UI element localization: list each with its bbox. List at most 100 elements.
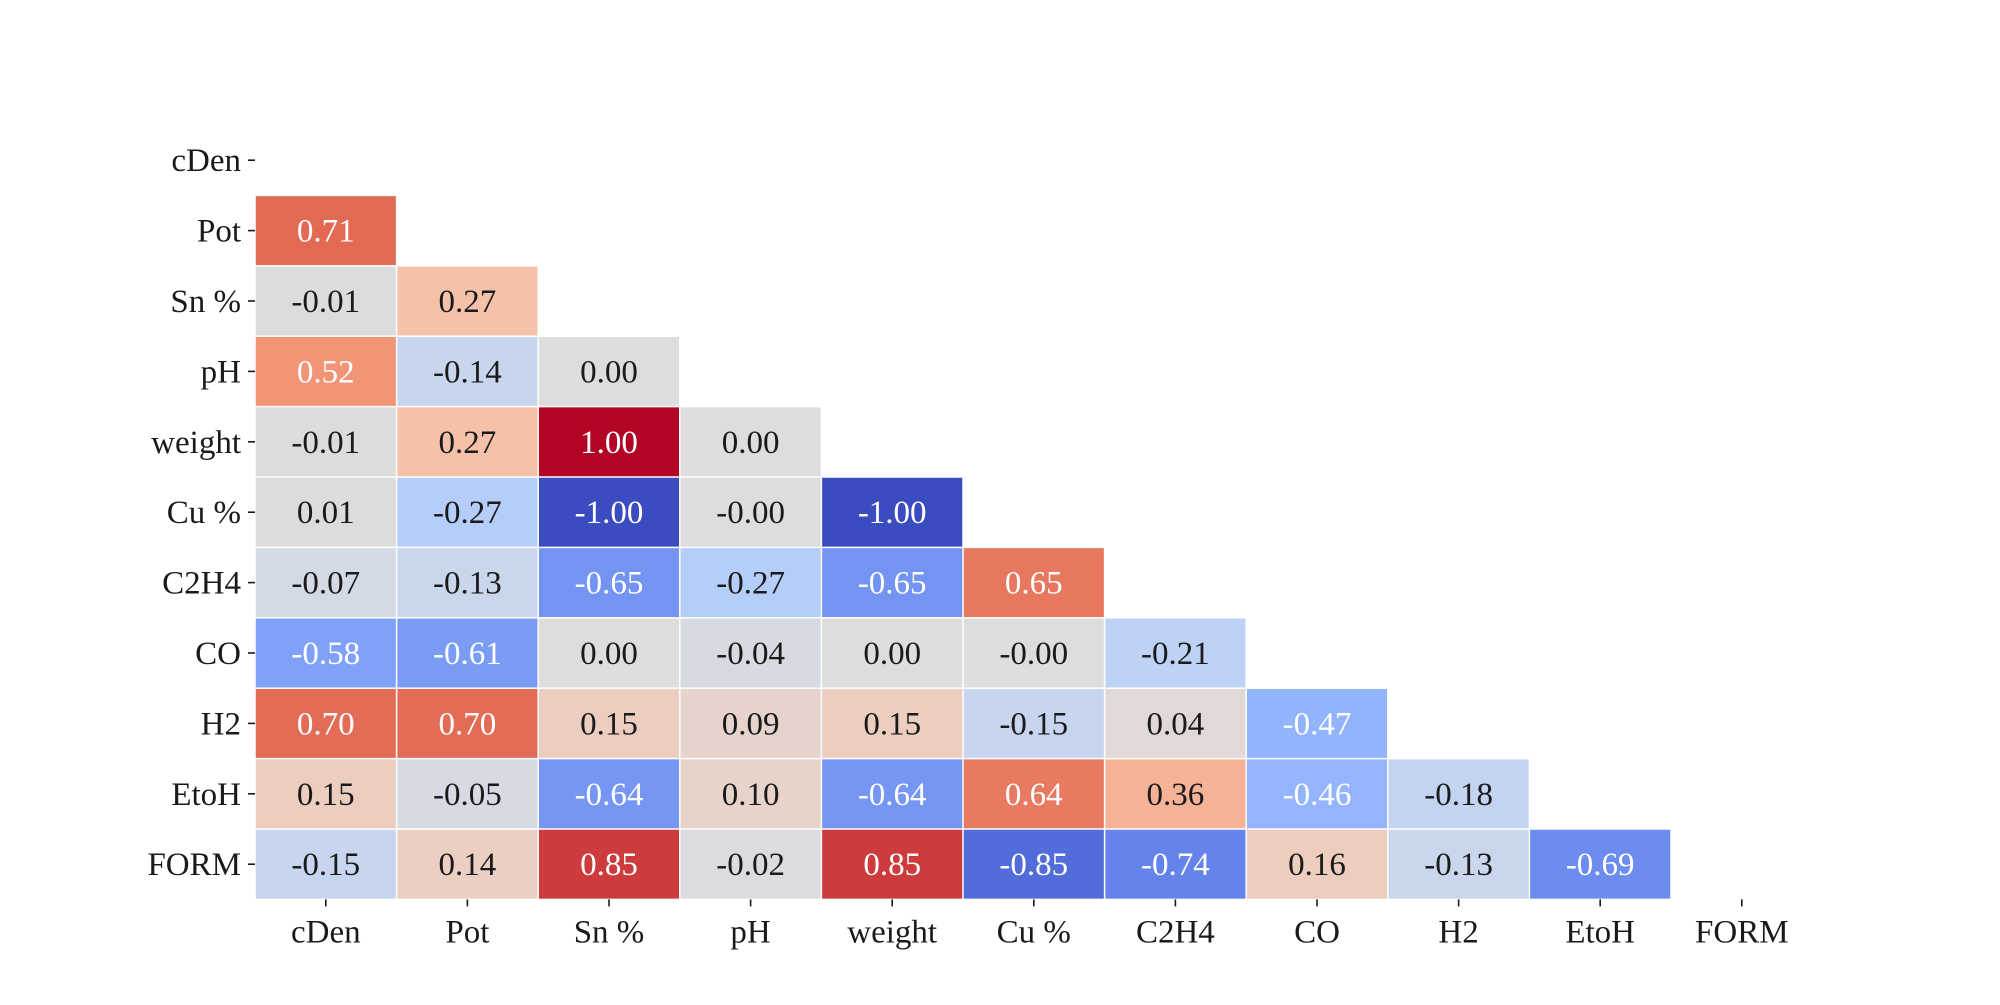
heatmap-cell: [822, 477, 963, 547]
x-tick-label: C2H4: [1136, 914, 1215, 950]
heatmap-cell-value: -0.13: [1424, 847, 1493, 883]
heatmap-cell-value: 0.36: [1147, 777, 1205, 813]
heatmap-cell-value: 0.70: [439, 706, 497, 742]
heatmap-cell-value: -0.15: [999, 706, 1068, 742]
heatmap-cell: [397, 759, 538, 829]
heatmap-cell-value: 0.85: [580, 847, 638, 883]
heatmap-cell: [397, 618, 538, 688]
heatmap-cell-value: 0.27: [439, 425, 497, 461]
heatmap-cell-value: -0.04: [716, 636, 785, 672]
heatmap-cell-value: -1.00: [575, 495, 644, 531]
heatmap-cell-value: -0.13: [433, 566, 502, 602]
heatmap-cell-value: -0.65: [858, 566, 927, 602]
x-tick-label: FORM: [1695, 914, 1789, 950]
heatmap-cell-value: 0.09: [722, 706, 780, 742]
heatmap-cell: [255, 759, 396, 829]
x-tick-label: weight: [847, 914, 937, 950]
heatmap-cell-value: -0.01: [291, 425, 360, 461]
heatmap-cell-value: 0.52: [297, 354, 355, 390]
heatmap-cell-value: 0.16: [1288, 847, 1346, 883]
heatmap-cell: [397, 548, 538, 618]
heatmap-cell: [963, 829, 1104, 899]
heatmap-cell-value: -0.61: [433, 636, 502, 672]
heatmap-cell: [822, 829, 963, 899]
y-tick-label: Cu %: [167, 495, 241, 531]
x-tick-label: CO: [1294, 914, 1340, 950]
heatmap-cell: [397, 688, 538, 758]
heatmap-cell-value: 0.14: [439, 847, 497, 883]
y-tick-label: FORM: [147, 847, 241, 883]
x-tick-label: EtoH: [1565, 914, 1635, 950]
heatmap-cell: [822, 759, 963, 829]
heatmap-cell: [538, 477, 680, 547]
heatmap-cell-value: -0.18: [1424, 777, 1493, 813]
heatmap-cell: [255, 688, 396, 758]
heatmap-cell: [963, 759, 1104, 829]
heatmap-cell-value: 0.00: [863, 636, 921, 672]
heatmap-cell: [255, 266, 396, 336]
x-tick-label: Cu %: [997, 914, 1071, 950]
heatmap-cell: [1388, 759, 1529, 829]
heatmap-cell-value: -0.01: [291, 284, 360, 320]
heatmap-cell: [255, 407, 396, 477]
heatmap-cell: [963, 548, 1104, 618]
heatmap-cell-value: 0.15: [863, 706, 921, 742]
heatmap-cell-value: 0.15: [580, 706, 638, 742]
heatmap-cell: [538, 829, 680, 899]
y-axis-ticks: cDen Pot Sn % pH weight Cu % C2H4 CO H2 EtoH FORM: [147, 143, 255, 883]
heatmap-cell-value: -0.00: [716, 495, 785, 531]
y-tick-label: cDen: [171, 143, 241, 179]
y-tick-label: EtoH: [171, 777, 241, 813]
heatmap-cell: [1105, 618, 1246, 688]
heatmap-cell: [1246, 759, 1388, 829]
heatmap-cell: [397, 829, 538, 899]
heatmap-cell-value: -0.47: [1283, 706, 1352, 742]
heatmap-cell: [397, 266, 538, 336]
heatmap-cell: [538, 407, 680, 477]
y-tick-label: Pot: [197, 214, 241, 250]
heatmap-cell-value: 0.65: [1005, 566, 1063, 602]
heatmap-cell: [397, 336, 538, 406]
heatmap-cell-value: -1.00: [858, 495, 927, 531]
heatmap-cell-value: -0.02: [716, 847, 785, 883]
heatmap-cell-value: -0.14: [433, 354, 502, 390]
heatmap-cell-value: 0.01: [297, 495, 355, 531]
heatmap-cell: [963, 688, 1104, 758]
heatmap-cell: [538, 336, 680, 406]
heatmap-cell: [255, 477, 396, 547]
heatmap-cell: [255, 196, 396, 266]
heatmap-cell: [822, 618, 963, 688]
heatmap-cell-value: -0.74: [1141, 847, 1210, 883]
x-tick-label: Pot: [445, 914, 489, 950]
heatmap-cell-value: 0.64: [1005, 777, 1063, 813]
x-tick-label: H2: [1438, 914, 1478, 950]
heatmap-cell: [680, 618, 821, 688]
heatmap-cell-value: 0.00: [722, 425, 780, 461]
heatmap-cell: [1105, 829, 1246, 899]
heatmap-cell: [397, 477, 538, 547]
heatmap-cell-value: -0.65: [575, 566, 644, 602]
y-tick-label: CO: [195, 636, 241, 672]
heatmap-cell-value: -0.15: [291, 847, 360, 883]
y-tick-label: weight: [151, 425, 241, 461]
heatmap-cell-value: 0.00: [580, 354, 638, 390]
x-tick-label: pH: [730, 914, 770, 950]
heatmap-cell: [963, 618, 1104, 688]
heatmap-cell-value: 0.00: [580, 636, 638, 672]
heatmap-cell: [680, 759, 821, 829]
heatmap-cell-value: -0.00: [999, 636, 1068, 672]
heatmap-cell: [680, 477, 821, 547]
heatmap-cell: [255, 548, 396, 618]
heatmap-cell: [538, 618, 680, 688]
x-axis-ticks: cDen Pot Sn % pH weight Cu % C2H4 CO H2 EtoH FORM: [291, 899, 1789, 950]
heatmap-cell: [822, 688, 963, 758]
heatmap-cell-value: 0.10: [722, 777, 780, 813]
x-tick-label: Sn %: [574, 914, 645, 950]
heatmap-cell-value: -0.58: [291, 636, 360, 672]
heatmap-cell: [680, 407, 821, 477]
heatmap-cells: 0.71 -0.01 0.27 0.52 -0.14 0.00 -0.01 0.27 1.00 0…: [255, 196, 1671, 899]
heatmap-cell-value: 0.27: [439, 284, 497, 320]
heatmap-cell-value: 0.15: [297, 777, 355, 813]
